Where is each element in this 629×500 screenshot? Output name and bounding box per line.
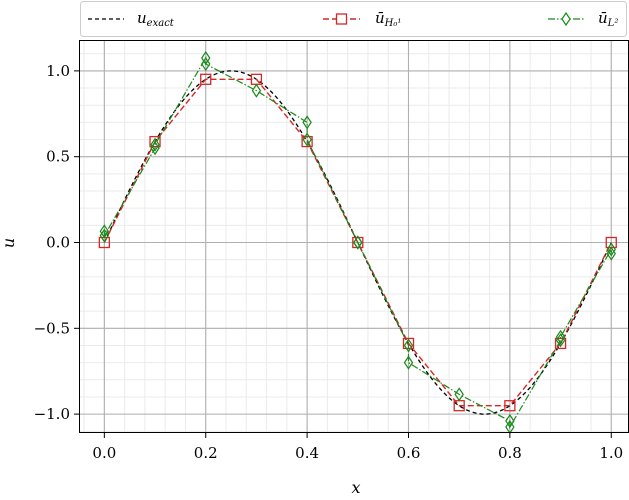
series-l2-marker <box>403 338 414 353</box>
x-tick-label: 1.0 <box>599 444 623 462</box>
series-l2-marker <box>555 329 566 344</box>
x-axis-label: x <box>351 478 360 497</box>
series-l2-marker <box>606 246 616 261</box>
x-tick-label: 0.0 <box>92 444 116 462</box>
axis-ticks: 0.0 0.2 0.4 0.6 0.8 1.0 −1.0 −0.5 0.0 0.5 1.0 <box>34 62 624 462</box>
y-tick-label: 0.0 <box>46 234 70 252</box>
y-tick-label: 1.0 <box>46 62 70 80</box>
series-l2-marker <box>606 242 616 257</box>
legend-l2-label: ūL² <box>598 9 618 29</box>
series-l2-marker <box>302 132 312 147</box>
series-h01-marker <box>504 400 516 412</box>
y-tick-label: −0.5 <box>34 319 70 337</box>
legend-h01-label: ūH₀¹ <box>375 9 401 29</box>
series-l2-marker <box>99 224 110 239</box>
series-layer <box>98 50 617 435</box>
y-tick-label: 0.5 <box>46 148 70 166</box>
x-tick-label: 0.8 <box>498 444 522 462</box>
series-l2-line <box>103 55 612 430</box>
major-grid <box>79 40 629 433</box>
series-l2-marker <box>201 56 211 72</box>
x-tick-label: 0.4 <box>295 444 319 462</box>
y-tick-label: −1.0 <box>34 405 70 423</box>
x-tick-label: 0.2 <box>194 444 218 462</box>
series-l2-marker <box>403 355 414 370</box>
legend-h01-marker <box>335 13 348 25</box>
legend-l2-marker <box>561 11 571 27</box>
series-l2-marker <box>201 50 211 66</box>
series-l2-marker <box>150 137 160 152</box>
series-l2-marker <box>302 115 312 130</box>
y-axis-label: u <box>0 238 18 248</box>
minor-grid <box>79 40 629 433</box>
series-l2-marker <box>99 228 110 243</box>
series-l2-marker <box>353 235 363 250</box>
series-l2-marker <box>454 387 464 402</box>
series-l2-marker <box>251 83 262 98</box>
x-tick-label: 0.6 <box>397 444 421 462</box>
axes-frame <box>79 40 629 433</box>
series-h01-marker <box>200 73 212 85</box>
legend-exact-label: uexact <box>137 9 175 29</box>
legend: uexact ūH₀¹ ūL² <box>80 1 627 37</box>
series-l2-marker <box>505 413 515 429</box>
